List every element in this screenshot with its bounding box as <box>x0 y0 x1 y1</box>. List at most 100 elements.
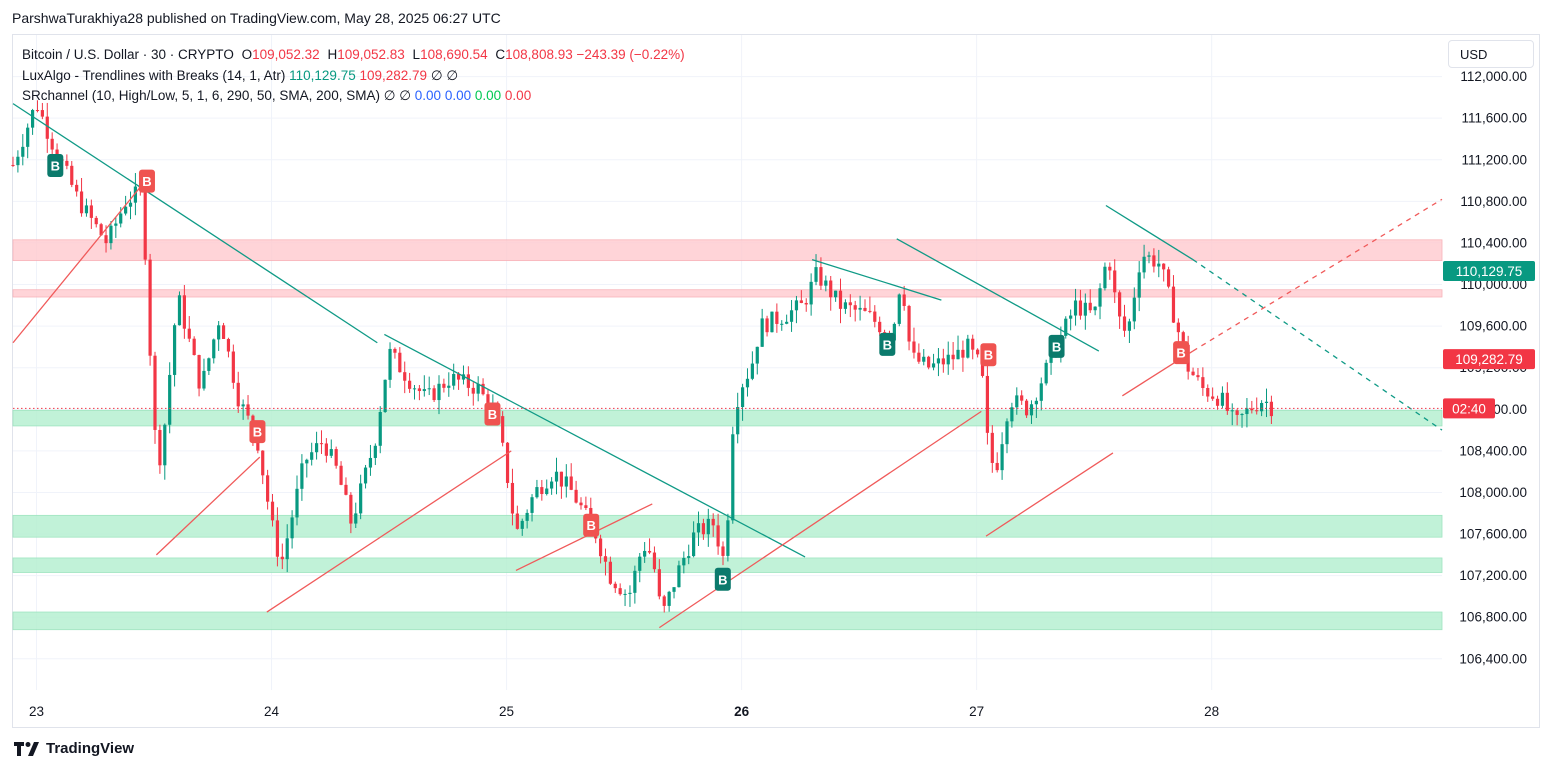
price-tick-label: 106,400.00 <box>1459 651 1527 666</box>
candle-body <box>124 206 128 214</box>
candle-body <box>79 191 84 214</box>
bear-break-marker: B <box>1173 341 1190 365</box>
candle-body <box>638 556 642 571</box>
candle-body <box>417 388 422 392</box>
candle-body <box>143 187 147 260</box>
candle-body <box>481 383 485 395</box>
candle-body <box>290 517 294 539</box>
candle-body <box>794 300 799 311</box>
candle-body <box>682 557 686 566</box>
candle-body <box>114 223 118 226</box>
candle-body <box>907 305 911 342</box>
candle-body <box>726 520 730 556</box>
chart-frame[interactable] <box>12 34 1540 728</box>
candle-body <box>1181 332 1185 345</box>
candle-body <box>266 475 270 502</box>
candle-body <box>799 300 803 303</box>
candle-body <box>902 294 906 306</box>
candle-body <box>314 443 319 453</box>
luxalgo-label: LuxAlgo - Trendlines with Breaks (14, 1,… <box>22 67 286 83</box>
candle-body <box>153 355 157 430</box>
bear-break-marker: B <box>980 343 997 367</box>
candle-body <box>750 363 754 379</box>
candle-body <box>540 487 544 495</box>
candle-body <box>192 338 196 356</box>
currency-button[interactable]: USD <box>1448 40 1534 68</box>
luxalgo-value-3: ∅ <box>430 67 443 83</box>
price-tag-label: 109,282.79 <box>1455 352 1523 367</box>
candle-body <box>1029 404 1034 416</box>
candle-body <box>1137 272 1141 298</box>
marker-label: B <box>253 425 262 440</box>
candle-body <box>432 388 436 401</box>
candle-body <box>1215 398 1220 406</box>
candle-body <box>1073 300 1078 316</box>
tradingview-brand: TradingView <box>46 740 135 757</box>
price-axis-tag: 109,282.79 <box>1443 349 1535 370</box>
candle-body <box>270 501 275 521</box>
marker-badge <box>249 420 266 444</box>
marker-label: B <box>718 572 727 587</box>
candle-body <box>202 370 206 389</box>
candle-body <box>471 387 475 394</box>
candle-body <box>1005 421 1009 445</box>
symbol-title[interactable]: Bitcoin / U.S. Dollar · 30 · CRYPTO <box>22 47 234 62</box>
resistance-zone <box>12 289 1443 298</box>
srchannel-label: SRchannel (10, High/Low, 5, 1, 6, 290, 5… <box>22 88 380 103</box>
candle-body <box>1211 396 1215 399</box>
bull-break-marker: B <box>1048 334 1065 358</box>
candle-body <box>359 483 363 514</box>
close-value: 108,808.93 <box>505 47 573 62</box>
candle-body <box>354 513 358 524</box>
candle-body <box>437 383 441 401</box>
marker-badge <box>980 343 997 367</box>
tradingview-footer[interactable]: TradingView <box>14 740 134 757</box>
legend-luxalgo-row[interactable]: LuxAlgo - Trendlines with Breaks (14, 1,… <box>22 66 685 87</box>
candle-body <box>647 550 652 553</box>
candle-body <box>535 487 539 498</box>
candle-body <box>574 489 578 503</box>
candle-body <box>1010 407 1014 422</box>
legend-srchannel-row[interactable]: SRchannel (10, High/Low, 5, 1, 6, 290, 5… <box>22 86 685 107</box>
candle-body <box>246 404 250 416</box>
luxalgo-value-1: 110,129.75 <box>289 67 356 83</box>
upper-break-trendline <box>1192 198 1443 352</box>
candle-body <box>1147 255 1151 257</box>
candle-body <box>456 373 461 380</box>
price-tag-bg <box>1443 349 1535 370</box>
candle-body <box>961 349 965 358</box>
marker-label: B <box>51 159 60 174</box>
candle-body <box>35 110 40 112</box>
candle-body <box>510 482 515 514</box>
candle-body <box>363 467 368 484</box>
upper-break-trendline <box>155 456 261 556</box>
price-tick-label: 111,200.00 <box>1461 152 1527 167</box>
candle-body <box>677 565 681 588</box>
price-tick-label: 107,200.00 <box>1459 568 1527 583</box>
price-axis-tag: 110,129.75 <box>1443 261 1535 282</box>
candle-body <box>1044 362 1048 384</box>
candle-body <box>554 471 559 482</box>
candle-body <box>1118 292 1122 317</box>
publish-caption: ParshwaTurakhiya28 published on TradingV… <box>12 10 501 26</box>
candle-body <box>878 321 882 333</box>
candle-body <box>662 596 666 606</box>
support-zone <box>12 409 1443 427</box>
candle-body <box>530 497 534 513</box>
candle-body <box>128 202 133 207</box>
candle-body <box>951 354 955 360</box>
candle-body <box>349 494 353 524</box>
marker-label: B <box>142 174 151 189</box>
candle-body <box>745 378 750 388</box>
candle-body <box>226 338 231 352</box>
candle-body <box>1132 297 1136 322</box>
candle-body <box>598 538 603 557</box>
candle-body <box>1171 286 1176 323</box>
candle-body <box>310 452 314 460</box>
candle-body <box>412 388 417 390</box>
candle-body <box>1069 315 1073 319</box>
candle-body <box>172 325 177 375</box>
candle-body <box>1098 288 1102 307</box>
lower-break-trendline <box>384 333 806 558</box>
